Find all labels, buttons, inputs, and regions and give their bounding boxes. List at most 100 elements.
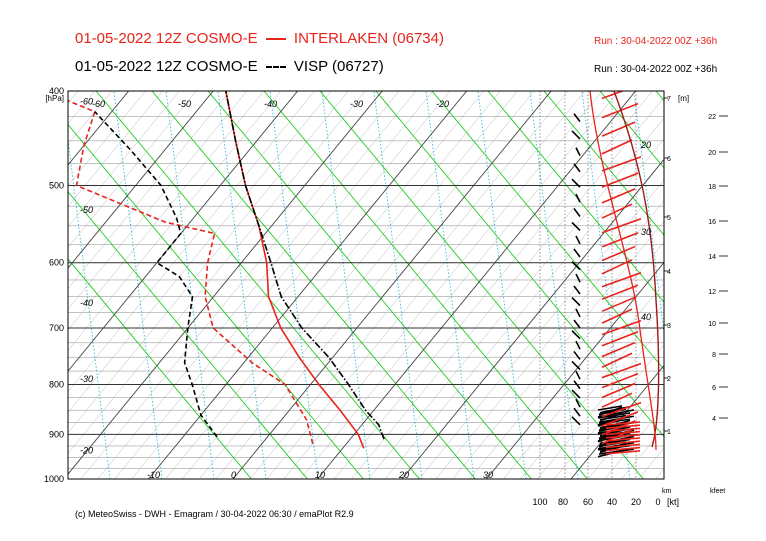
mixing-ratio-line: [633, 91, 664, 338]
wind-barb: [601, 341, 636, 358]
isotherm-minor: [740, 91, 766, 479]
pressure-tick-label: 1000: [44, 474, 64, 484]
dry-adiabat-line: [68, 191, 308, 479]
isotherm-minor: [520, 303, 664, 479]
isotherm-minor: [97, 91, 417, 479]
mixing-ratio-line: [321, 91, 371, 479]
wind-barb: [605, 440, 641, 445]
isotherm-minor: [68, 91, 180, 228]
wind-barb: [601, 284, 639, 300]
wind-barb: [601, 362, 642, 379]
wind-barb: [605, 434, 641, 439]
dry-adiabat-line: [375, 91, 664, 438]
wind-barb: [571, 261, 581, 271]
isotherm-top-label: -50: [178, 99, 191, 109]
isotherm-major: [0, 91, 44, 479]
wind-barb: [601, 352, 633, 368]
wind-barb: [601, 308, 633, 324]
wind-barb: [601, 232, 639, 248]
isotherm-minor: [68, 91, 146, 186]
wind-barb: [575, 308, 581, 318]
wind-barb: [573, 350, 581, 360]
wind-barb: [597, 405, 623, 411]
max-curve: [589, 91, 657, 451]
kfeet-tick-label: 18: [708, 184, 716, 191]
isotherm-bottom-label: 20: [398, 470, 409, 480]
mixing-ratio-line: [165, 91, 215, 479]
wind-speed-tick-label: 20: [631, 497, 641, 507]
wind-barb: [571, 416, 581, 426]
wind-barb: [601, 319, 642, 336]
wind-barb: [601, 203, 633, 219]
isotherm-left-label: -40: [80, 298, 93, 308]
isotherm-minor: [199, 91, 518, 479]
isotherm-minor: [68, 91, 214, 269]
wind-speed-tick-label: 0: [655, 497, 660, 507]
wind-barb: [573, 163, 581, 173]
wind-barb: [605, 427, 641, 433]
isotherm-minor: [68, 91, 332, 413]
isotherm-minor: [689, 91, 766, 479]
dry-adiabat-line: [431, 91, 664, 371]
wind-barb: [601, 411, 639, 427]
wind-barb: [573, 113, 581, 123]
isotherm-major: [68, 91, 130, 166]
wind-barb: [575, 193, 581, 203]
line1-run: Run : 30-04-2022 00Z +36h: [594, 36, 718, 47]
wind-barb: [605, 430, 641, 436]
max-curve: [613, 91, 660, 448]
wind-barb: [571, 389, 581, 399]
dry-adiabat-line: [68, 123, 364, 479]
kfeet-tick-label: 12: [708, 289, 716, 296]
mixing-ratio-line: [373, 91, 423, 479]
dry-adiabat-line: [207, 91, 532, 479]
isotherm-minor: [469, 241, 664, 479]
line1-legend-swatch: [265, 38, 286, 41]
wind-barb: [598, 406, 623, 417]
isotherm-minor: [215, 91, 535, 479]
isotherm-left-label: -30: [80, 374, 93, 384]
wind-barb: [573, 407, 581, 417]
isotherm-minor: [638, 447, 664, 479]
isotherm-minor: [131, 91, 450, 479]
isotherm-minor: [114, 91, 433, 479]
dry-adiabat-line: [487, 91, 664, 303]
isotherm-major: [317, 91, 637, 479]
isotherm-minor: [503, 282, 664, 479]
isotherm-minor: [68, 91, 281, 351]
mixing-ratio-line: [581, 91, 631, 479]
isotherm-minor: [68, 91, 264, 331]
wind-barb: [601, 372, 639, 389]
profile-line-3: [94, 111, 218, 438]
pressure-tick-label: 700: [49, 323, 64, 333]
isotherm-left-label: -60: [80, 96, 93, 106]
pressure-tick-label: 600: [49, 258, 64, 268]
height-tick-label: 1: [667, 429, 671, 436]
mixing-ratio-line: [217, 91, 267, 479]
wind-barb: [601, 330, 639, 347]
wind-barb: [573, 248, 581, 258]
kfeet-tick-label: 4: [712, 416, 716, 423]
isotherm-top-label: -60: [92, 99, 105, 109]
isotherm-minor: [300, 91, 619, 479]
line2-model: 01-05-2022 12Z COSMO-E: [75, 58, 258, 75]
kfeet-tick-label: 14: [708, 254, 716, 261]
isotherm-minor: [435, 200, 664, 479]
temp-scale-label: 40: [641, 312, 651, 322]
mixing-ratio-line: [425, 91, 475, 479]
mixing-ratio-line: [68, 135, 111, 479]
height-tick-label: 6: [667, 156, 671, 163]
isotherm-minor: [587, 385, 664, 479]
pressure-tick-label: 800: [49, 380, 64, 390]
wind-barb: [605, 437, 641, 442]
dry-adiabat-line: [263, 91, 588, 479]
wind-barb: [601, 382, 636, 399]
wind-barb: [605, 446, 641, 452]
wind-barb: [605, 443, 641, 449]
wind-speed-tick-label: 100: [532, 497, 547, 507]
wind-barb: [601, 156, 642, 172]
isotherm-minor: [672, 91, 766, 479]
isotherm-major: [486, 261, 664, 479]
isotherm-top-label: -40: [264, 99, 277, 109]
wind-barb: [601, 121, 636, 137]
